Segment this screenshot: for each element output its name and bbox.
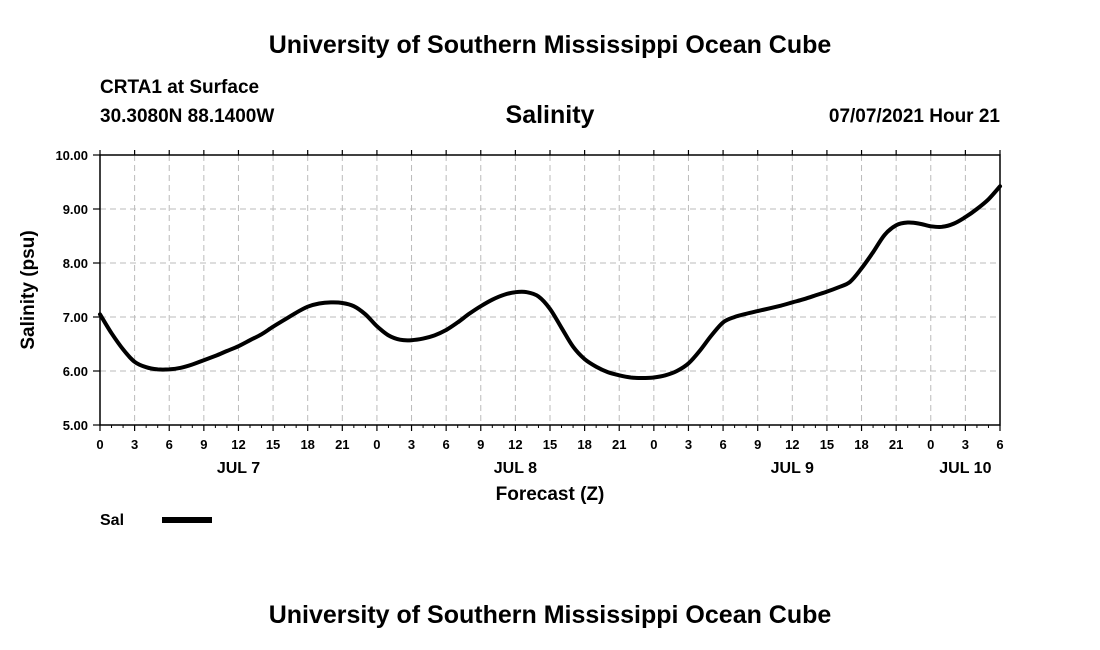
x-tick-label: 18 [300,437,314,452]
x-axis-label: Forecast (Z) [496,484,605,505]
y-tick-label: 5.00 [63,418,88,433]
y-tick-label: 9.00 [63,202,88,217]
x-tick-label: 3 [408,437,415,452]
x-tick-label: 9 [477,437,484,452]
x-tick-label: 15 [820,437,834,452]
x-tick-label: 12 [785,437,799,452]
x-tick-label: 3 [962,437,969,452]
x-tick-label: 0 [927,437,934,452]
x-tick-label: 15 [266,437,280,452]
x-tick-label: 0 [650,437,657,452]
x-tick-label: 6 [166,437,173,452]
footer-title: University of Southern Mississippi Ocean… [268,601,832,629]
y-axis-tick-labels: 5.00 6.00 7.00 8.00 9.00 10.00 [55,148,88,433]
x-tick-label: 0 [96,437,103,452]
station-name: CRTA1 at Surface [100,77,260,98]
y-tick-label: 10.00 [55,148,88,163]
y-axis-label: Salinity (psu) [18,230,39,349]
legend-label: Sal [100,512,124,529]
day-label: JUL 10 [939,460,991,477]
x-tick-label: 6 [719,437,726,452]
x-tick-label: 18 [577,437,591,452]
y-tick-label: 6.00 [63,364,88,379]
day-labels: JUL 7 JUL 8 JUL 9 JUL 10 [217,460,992,477]
x-tick-label: 6 [443,437,450,452]
x-tick-label: 21 [335,437,349,452]
day-label: JUL 7 [217,460,260,477]
x-tick-label: 9 [200,437,207,452]
x-tick-label: 18 [854,437,868,452]
variable-title: Salinity [505,101,595,129]
chart-title: University of Southern Mississippi Ocean… [268,31,832,59]
x-axis-tick-labels: 0 3 6 9 12 15 18 21 0 3 6 9 12 15 18 21 0 3 6 9 12 15 18 21 0 3 6 [96,437,1003,452]
x-tick-label: 3 [131,437,138,452]
grid-lines [100,155,1000,425]
x-tick-label: 12 [231,437,245,452]
series-line-sal [98,184,1002,380]
station-coords: 30.3080N 88.1400W [100,106,275,127]
x-tick-label: 21 [889,437,903,452]
x-tick-label: 12 [508,437,522,452]
forecast-datetime: 07/07/2021 Hour 21 [828,106,1000,127]
y-tick-label: 7.00 [63,310,88,325]
axis-ticks [93,150,1001,431]
y-tick-label: 8.00 [63,256,88,271]
x-tick-label: 15 [543,437,557,452]
day-label: JUL 9 [771,460,814,477]
x-tick-label: 21 [612,437,626,452]
x-tick-label: 3 [685,437,692,452]
x-tick-label: 9 [754,437,761,452]
x-tick-label: 6 [996,437,1003,452]
x-tick-label: 0 [373,437,380,452]
day-label: JUL 8 [494,460,537,477]
